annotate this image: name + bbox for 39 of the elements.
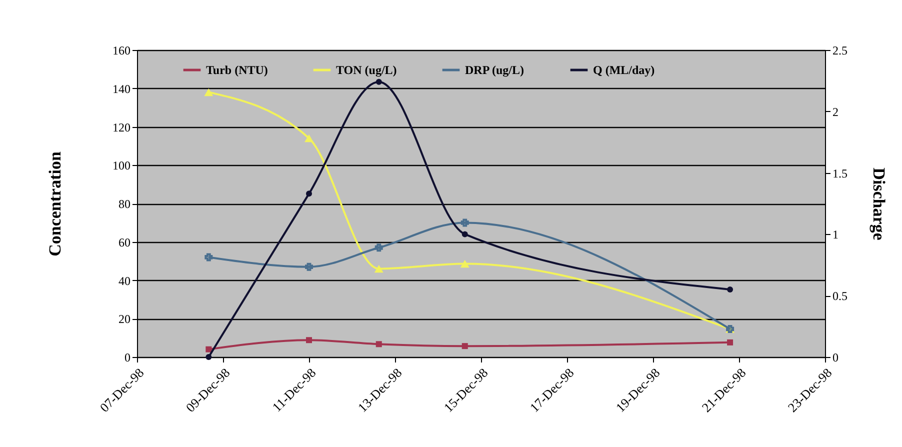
y-tick-label: 120 (112, 120, 130, 134)
point (206, 354, 212, 360)
y-tick-label: 80 (118, 197, 130, 211)
y-tick-label: 60 (118, 235, 130, 250)
legend-label: DRP (ug/L) (465, 63, 524, 77)
y2-tick-label: 2.5 (832, 44, 848, 58)
y2-tick-label: 1.5 (832, 166, 848, 180)
point (305, 262, 313, 271)
point (462, 231, 468, 238)
point (727, 286, 734, 292)
y-tick-label: 100 (112, 158, 130, 173)
point (376, 341, 382, 348)
legend-label: Turb (NTU) (206, 63, 268, 77)
y2-tick-label: 1 (832, 228, 838, 242)
y-tick-label: 140 (112, 82, 130, 96)
legend-label: Q (ML/day) (593, 63, 655, 77)
y2-tick-label: 0.5 (832, 289, 848, 304)
point (204, 88, 214, 96)
point (460, 218, 469, 227)
y2-tick-label: 2 (832, 104, 838, 119)
point (304, 134, 314, 142)
point (727, 339, 734, 346)
y2-tick-label: 0 (832, 350, 838, 364)
point (204, 253, 213, 262)
point (460, 260, 470, 268)
y-tick-label: 20 (118, 312, 130, 326)
point (306, 337, 312, 344)
point (206, 346, 212, 352)
legend-label: TON (ug/L) (336, 63, 397, 77)
point (376, 78, 382, 85)
y-tick-label: 0 (124, 350, 130, 364)
point (374, 244, 383, 252)
point (462, 343, 468, 350)
point (306, 190, 312, 197)
y-tick-label: 40 (118, 274, 130, 288)
point (374, 264, 384, 273)
y-axis-title: Concentration (46, 151, 64, 256)
y2-axis-title: Discharge (870, 168, 888, 241)
y-tick-label: 160 (112, 44, 130, 58)
